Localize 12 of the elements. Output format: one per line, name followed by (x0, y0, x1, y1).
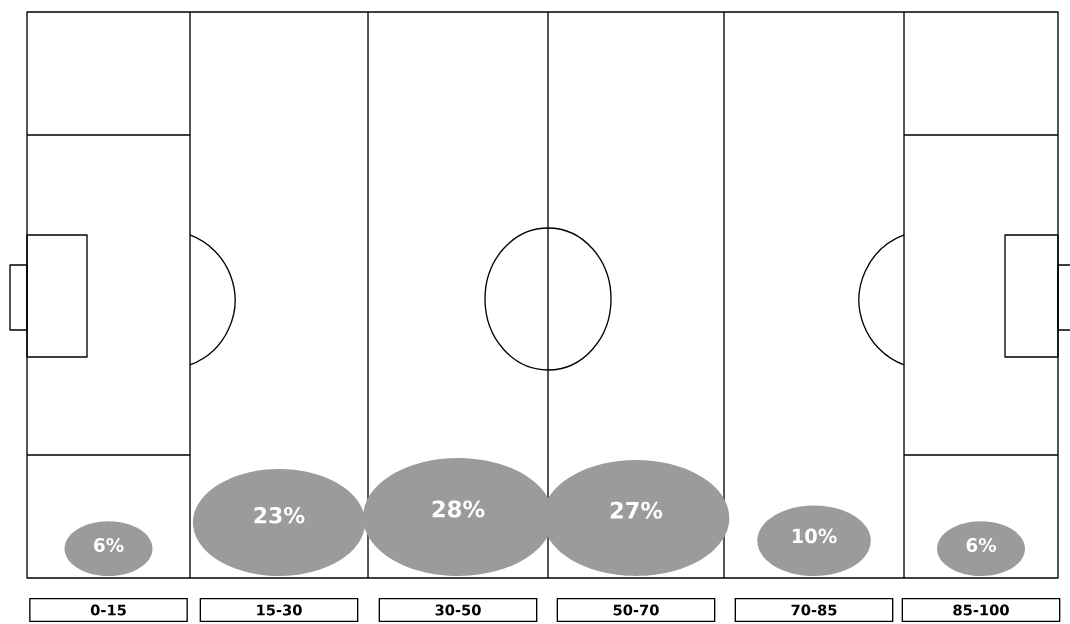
data-label: 6% (966, 538, 997, 552)
data-label: 27% (610, 501, 663, 519)
data-label: 23% (254, 507, 305, 524)
category-label: 15-30 (257, 604, 302, 616)
category-label: 70-85 (791, 604, 837, 616)
data-label: 28% (432, 500, 485, 518)
category-label: 50-70 (613, 604, 659, 616)
data-label: 6% (94, 538, 124, 552)
category-label: 0-15 (90, 604, 126, 616)
category-label: 85-100 (953, 604, 1009, 616)
category-label: 30-50 (435, 604, 481, 616)
data-label: 10% (792, 528, 837, 544)
